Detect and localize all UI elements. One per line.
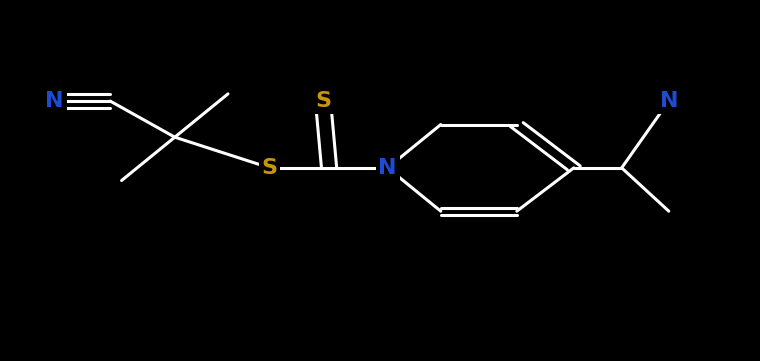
Text: S: S — [261, 158, 278, 178]
Text: N: N — [46, 91, 64, 111]
Text: N: N — [378, 158, 397, 178]
Text: N: N — [660, 91, 678, 111]
Text: S: S — [315, 91, 331, 111]
